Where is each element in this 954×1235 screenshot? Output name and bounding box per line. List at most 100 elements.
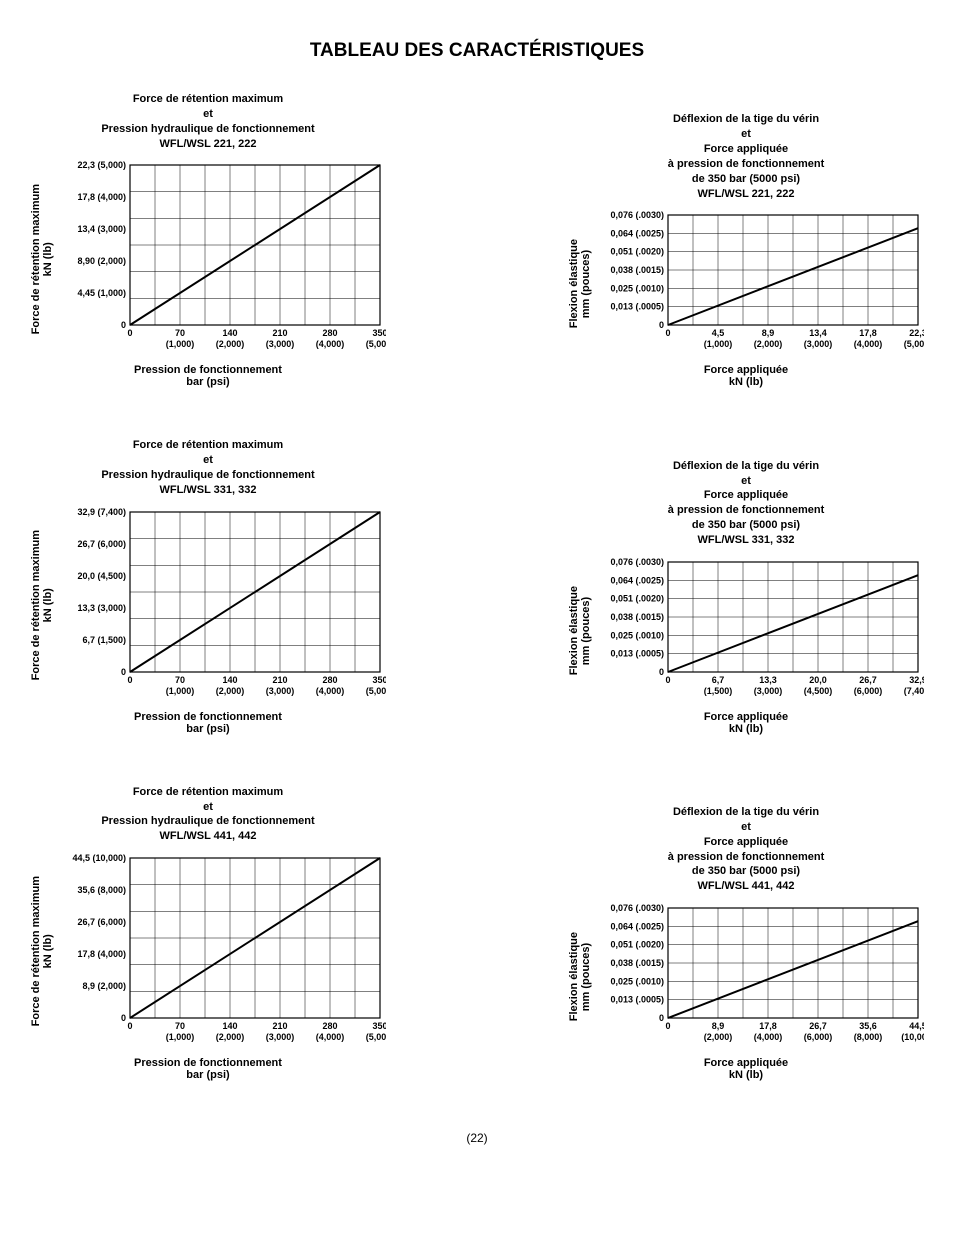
svg-text:(6,000): (6,000): [854, 686, 883, 696]
page-number: (22): [30, 1131, 924, 1145]
chart-inner: Force de rétention maximum kN (lb) 44,5 (…: [30, 852, 386, 1051]
svg-text:350: 350: [372, 1021, 386, 1031]
svg-text:32,9: 32,9: [909, 675, 924, 685]
svg-text:22,3: 22,3: [909, 328, 924, 338]
svg-text:(3,000): (3,000): [804, 339, 833, 349]
svg-text:(4,000): (4,000): [316, 1032, 345, 1042]
svg-text:0: 0: [659, 667, 664, 677]
svg-text:0,038 (.0015): 0,038 (.0015): [610, 612, 664, 622]
svg-text:0: 0: [659, 1013, 664, 1023]
svg-text:6,7 (1,500): 6,7 (1,500): [82, 635, 126, 645]
svg-text:0,025 (.0010): 0,025 (.0010): [610, 976, 664, 986]
svg-text:44,5: 44,5: [909, 1021, 924, 1031]
svg-text:(10,000): (10,000): [901, 1032, 924, 1042]
svg-text:(3,000): (3,000): [754, 686, 783, 696]
svg-text:(6,000): (6,000): [804, 1032, 833, 1042]
svg-text:(2,000): (2,000): [704, 1032, 733, 1042]
svg-text:0: 0: [659, 320, 664, 330]
chart-row-3: Force de rétention maximum et Pression h…: [30, 785, 924, 1081]
svg-text:0,013 (.0005): 0,013 (.0005): [610, 995, 664, 1005]
left-chart-block: Force de rétention maximum et Pression h…: [30, 438, 386, 734]
svg-text:210: 210: [272, 675, 287, 685]
svg-text:280: 280: [322, 328, 337, 338]
svg-text:0: 0: [127, 328, 132, 338]
svg-text:(5,000): (5,000): [366, 686, 386, 696]
svg-text:280: 280: [322, 675, 337, 685]
svg-text:350: 350: [372, 675, 386, 685]
svg-text:0,064 (.0025): 0,064 (.0025): [610, 921, 664, 931]
svg-text:0,025 (.0010): 0,025 (.0010): [610, 630, 664, 640]
svg-text:(2,000): (2,000): [216, 339, 245, 349]
svg-text:0,051 (.0020): 0,051 (.0020): [610, 247, 664, 257]
chart-svg: 32,9 (7,400)26,7 (6,000)20,0 (4,500)13,3…: [60, 506, 386, 700]
svg-text:(7,400): (7,400): [904, 686, 924, 696]
svg-text:4,45 (1,000): 4,45 (1,000): [77, 288, 126, 298]
svg-text:(1,000): (1,000): [166, 686, 195, 696]
svg-text:0,076 (.0030): 0,076 (.0030): [610, 557, 664, 567]
x-axis-label: Pression de fonctionnement bar (psi): [134, 1057, 282, 1081]
chart-inner: Flexion élastique mm (pouces)0,076 (.003…: [568, 902, 924, 1051]
svg-text:(4,000): (4,000): [854, 339, 883, 349]
chart-row-1: Force de rétention maximum et Pression h…: [30, 92, 924, 388]
svg-text:17,8: 17,8: [859, 328, 877, 338]
svg-text:44,5 (10,000): 44,5 (10,000): [72, 853, 126, 863]
svg-text:210: 210: [272, 1021, 287, 1031]
y-axis-label: Flexion élastique mm (pouces): [568, 586, 592, 675]
svg-text:(3,000): (3,000): [266, 686, 295, 696]
svg-text:0,064 (.0025): 0,064 (.0025): [610, 229, 664, 239]
chart-title: Force de rétention maximum et Pression h…: [101, 438, 314, 497]
chart-inner: Force de rétention maximum kN (lb)32,9 (…: [30, 506, 386, 705]
chart-inner: Flexion élastique mm (pouces)0,076 (.003…: [568, 209, 924, 358]
svg-text:(3,000): (3,000): [266, 339, 295, 349]
svg-text:210: 210: [272, 328, 287, 338]
svg-text:(1,000): (1,000): [166, 1032, 195, 1042]
chart-inner: Flexion élastique mm (pouces)0,076 (.003…: [568, 556, 924, 705]
chart-title: Déflexion de la tige du vérin et Force a…: [668, 805, 824, 894]
x-axis-label: Force appliquée kN (lb): [704, 1057, 788, 1081]
plot-area: 32,9 (7,400)26,7 (6,000)20,0 (4,500)13,3…: [60, 506, 386, 705]
svg-text:13,4 (3,000): 13,4 (3,000): [77, 224, 126, 234]
svg-text:0,013 (.0005): 0,013 (.0005): [610, 648, 664, 658]
right-chart-block: Déflexion de la tige du vérin et Force a…: [568, 459, 924, 735]
svg-text:8,9: 8,9: [712, 1021, 725, 1031]
svg-text:0,064 (.0025): 0,064 (.0025): [610, 575, 664, 585]
svg-text:0,051 (.0020): 0,051 (.0020): [610, 940, 664, 950]
chart-inner: Force de rétention maximum kN (lb)22,3 (…: [30, 159, 386, 358]
svg-text:70: 70: [175, 1021, 185, 1031]
right-chart-block: Déflexion de la tige du vérin et Force a…: [568, 112, 924, 388]
svg-text:26,7: 26,7: [809, 1021, 827, 1031]
left-chart-block: Force de rétention maximum et Pression h…: [30, 785, 386, 1081]
svg-text:13,4: 13,4: [809, 328, 827, 338]
svg-text:26,7 (6,000): 26,7 (6,000): [77, 917, 126, 927]
svg-text:280: 280: [322, 1021, 337, 1031]
svg-text:22,3 (5,000): 22,3 (5,000): [77, 160, 126, 170]
chart-svg: 44,5 (10,000)35,6 (8,000)26,7 (6,000)17,…: [60, 852, 386, 1046]
svg-text:26,7 (6,000): 26,7 (6,000): [77, 539, 126, 549]
svg-text:0: 0: [121, 667, 126, 677]
svg-text:17,8: 17,8: [759, 1021, 777, 1031]
svg-text:13,3 (3,000): 13,3 (3,000): [77, 603, 126, 613]
svg-text:(2,000): (2,000): [216, 686, 245, 696]
plot-area: 0,076 (.0030)0,064 (.0025)0,051 (.0020)0…: [598, 902, 924, 1051]
svg-text:(1,500): (1,500): [704, 686, 733, 696]
svg-text:0: 0: [127, 675, 132, 685]
svg-text:0: 0: [121, 1013, 126, 1023]
y-axis-label: Force de rétention maximum kN (lb): [30, 184, 54, 334]
svg-text:0,051 (.0020): 0,051 (.0020): [610, 593, 664, 603]
svg-text:20,0 (4,500): 20,0 (4,500): [77, 571, 126, 581]
svg-text:0: 0: [665, 328, 670, 338]
y-axis-label: Flexion élastique mm (pouces): [568, 932, 592, 1021]
svg-text:(1,000): (1,000): [166, 339, 195, 349]
x-axis-label: Force appliquée kN (lb): [704, 711, 788, 735]
y-axis-label: Force de rétention maximum kN (lb): [30, 530, 54, 680]
plot-area: 0,076 (.0030) 0,064 (.0025) 0,051 (.0020) 0…: [598, 556, 924, 705]
svg-text:0,076 (.0030): 0,076 (.0030): [610, 210, 664, 220]
y-axis-label: Force de rétention maximum kN (lb): [30, 876, 54, 1026]
plot-area: 22,3 (5,000)17,8 (4,000)13,4 (3,000)8,90…: [60, 159, 386, 358]
svg-text:0,013 (.0005): 0,013 (.0005): [610, 302, 664, 312]
svg-text:0: 0: [665, 675, 670, 685]
chart-svg: 22,3 (5,000)17,8 (4,000)13,4 (3,000)8,90…: [60, 159, 386, 353]
svg-text:(5,000): (5,000): [366, 339, 386, 349]
svg-text:35,6 (8,000): 35,6 (8,000): [77, 885, 126, 895]
x-axis-label: Pression de fonctionnement bar (psi): [134, 711, 282, 735]
